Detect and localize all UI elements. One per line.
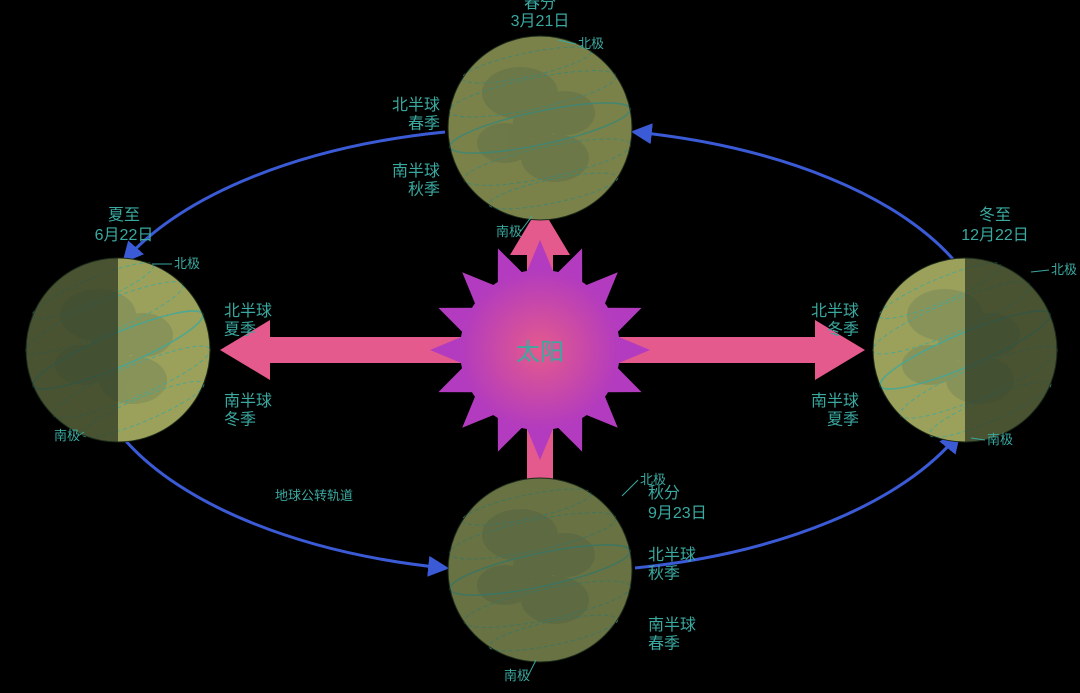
earth-left-sp: 南极	[54, 428, 80, 443]
earth-left: 夏至6月22日北极北半球夏季南半球冬季南极	[20, 207, 272, 446]
earth-left-sh: 南半球冬季	[224, 392, 272, 428]
earth-top-date: 3月21日	[511, 13, 570, 30]
earth-right-date: 12月22日	[961, 227, 1029, 244]
sun-label: 太阳	[516, 339, 564, 366]
earth-top: 春分3月21日北极北半球春季南半球秋季南极	[392, 0, 634, 239]
earth-bottom-np: 北极	[640, 472, 666, 487]
earth-right-title: 冬至	[979, 206, 1011, 224]
earth-right-np: 北极	[1051, 262, 1077, 277]
earth-left-title: 夏至	[108, 207, 140, 224]
earth-top-nh: 北半球春季	[392, 96, 440, 132]
earth-bottom-sp: 南极	[504, 668, 530, 683]
seasons-diagram: 太阳 秋分9月23日北半球秋季南半球春季北极南极夏至6月22日北极北半球夏季南半…	[0, 0, 1080, 693]
earth-top-sh: 南半球秋季	[392, 162, 440, 198]
earth-left-np: 北极	[174, 256, 200, 271]
earth-top-sp: 南极	[496, 224, 522, 239]
earth-top-np: 北极	[578, 36, 604, 51]
earth-left-date: 6月22日	[95, 227, 154, 244]
earth-top-title: 春分	[524, 0, 556, 12]
earth-right-sp: 南极	[987, 432, 1013, 447]
orbit-label: 地球公转轨道	[275, 488, 353, 503]
earth-bottom-date: 9月23日	[648, 505, 707, 522]
earth-right-sh: 南半球夏季	[811, 392, 859, 428]
earth-right: 冬至12月22日北极北半球冬季南半球夏季南极	[811, 206, 1077, 447]
sun: 太阳	[430, 240, 650, 460]
earth-bottom-sh: 南半球春季	[648, 616, 696, 652]
earth-bottom: 秋分9月23日北半球秋季南半球春季北极南极	[446, 472, 706, 683]
